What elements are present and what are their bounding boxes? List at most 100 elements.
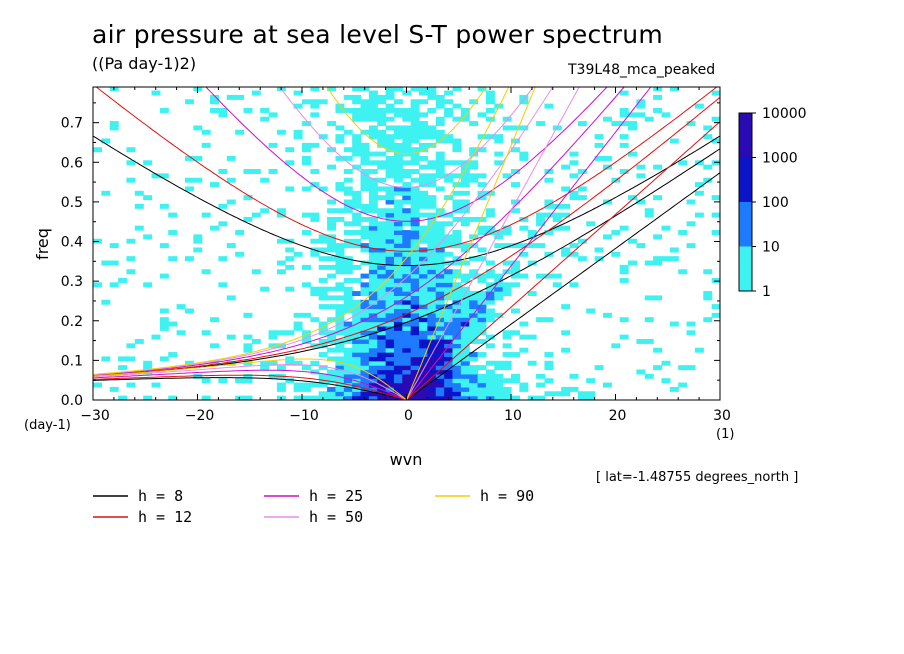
legend-label: h = 25: [309, 487, 363, 505]
heat-cell: [385, 291, 395, 297]
heat-cell: [444, 334, 454, 340]
heat-cell: [318, 264, 328, 270]
heat-cell: [402, 304, 412, 310]
heat-cell: [377, 347, 387, 353]
heat-cell: [368, 177, 378, 183]
heat-cell: [410, 87, 420, 92]
heat-cell: [427, 347, 437, 353]
heat-cell: [410, 330, 420, 336]
heat-cell: [444, 260, 454, 266]
heat-cell: [419, 295, 428, 301]
y-tick-label: 0.7: [61, 116, 83, 132]
heat-cell: [502, 365, 512, 371]
heat-cell: [435, 365, 445, 371]
heat-cell: [168, 321, 178, 327]
heat-cell: [335, 382, 345, 388]
heat-cell: [402, 282, 412, 288]
heat-cell: [210, 225, 219, 231]
heat-cell: [327, 247, 337, 253]
heat-cell: [577, 391, 587, 397]
heat-cell: [452, 382, 462, 388]
heat-cell: [435, 334, 445, 340]
heat-cell: [385, 116, 395, 122]
heat-cell: [427, 291, 437, 297]
heat-cell: [377, 330, 387, 336]
heat-cell: [427, 256, 437, 262]
heat-cell: [686, 321, 696, 327]
heat-cell: [485, 343, 495, 349]
heat-cell: [352, 94, 362, 100]
heat-cell: [327, 199, 337, 205]
heat-cell: [402, 369, 412, 375]
heat-cell: [368, 360, 378, 366]
heat-cell: [168, 395, 178, 400]
heat-cell: [552, 216, 562, 222]
heat-cell: [318, 234, 328, 240]
heat-cell: [360, 234, 370, 240]
heat-cell: [477, 373, 487, 379]
heat-cell: [226, 155, 236, 161]
heat-cell: [385, 378, 395, 384]
heat-cell: [101, 190, 111, 196]
heat-cell: [410, 138, 420, 144]
heat-cell: [393, 251, 403, 257]
heat-cell: [251, 212, 261, 218]
heat-cell: [636, 199, 646, 205]
heat-cell: [410, 195, 420, 201]
heat-cell: [494, 282, 504, 288]
heat-cell: [385, 107, 395, 113]
heat-cell: [377, 116, 387, 122]
heat-cell: [427, 369, 437, 375]
heat-cell: [393, 295, 403, 301]
heat-cell: [410, 273, 420, 279]
heat-cell: [327, 243, 337, 249]
heat-cell: [469, 269, 479, 275]
heat-cell: [402, 260, 412, 266]
heat-cell: [444, 234, 454, 240]
heat-cell: [703, 177, 713, 183]
y-tick-label: 0.0: [61, 393, 83, 409]
heat-cell: [402, 386, 412, 392]
heat-cell: [427, 356, 437, 362]
heat-cell: [636, 103, 646, 109]
heat-cell: [619, 107, 629, 113]
heat-cell: [561, 347, 571, 353]
heat-cell: [536, 273, 546, 279]
heat-cell: [360, 112, 370, 118]
heat-cell: [435, 277, 445, 283]
heat-cell: [544, 212, 554, 218]
heat-cell: [318, 382, 328, 388]
heat-cell: [460, 247, 470, 253]
heat-cell: [469, 378, 479, 384]
heat-cell: [469, 216, 479, 222]
heat-cell: [586, 378, 596, 384]
heat-cell: [360, 243, 370, 249]
heat-cell: [293, 360, 303, 366]
heat-cell: [385, 382, 395, 388]
heat-cell: [327, 286, 337, 292]
heat-cell: [343, 365, 353, 371]
heat-cell: [393, 304, 403, 310]
heat-cell: [561, 203, 571, 209]
heat-cell: [410, 260, 420, 266]
heat-cell: [444, 273, 454, 279]
heat-cell: [410, 177, 420, 183]
heat-cell: [460, 338, 470, 344]
heat-cell: [469, 308, 479, 314]
heat-cell: [360, 286, 370, 292]
heat-cell: [335, 356, 345, 362]
heat-cell: [485, 269, 495, 275]
heat-cell: [602, 312, 612, 318]
heat-cell: [444, 243, 454, 249]
heat-cell: [168, 352, 178, 358]
heat-cell: [126, 343, 136, 349]
heat-cell: [419, 203, 428, 209]
heat-cell: [460, 190, 470, 196]
heat-cell: [619, 277, 629, 283]
heat-cell: [302, 99, 311, 105]
heat-cell: [402, 182, 412, 188]
heat-cell: [619, 334, 629, 340]
heat-cell: [552, 282, 562, 288]
heat-cell: [402, 378, 412, 384]
heat-cell: [485, 360, 495, 366]
